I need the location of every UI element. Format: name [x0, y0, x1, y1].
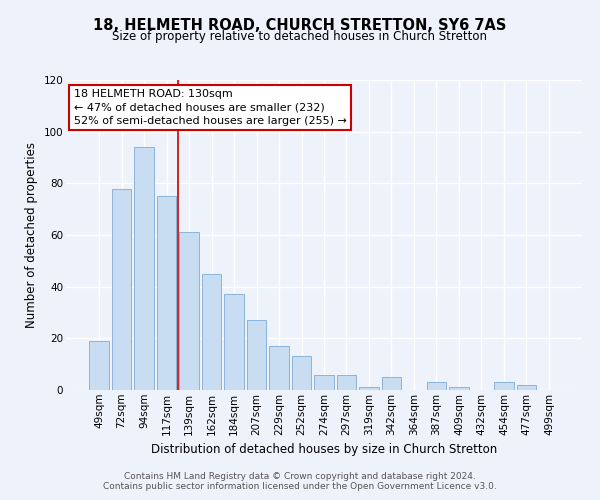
- Bar: [247, 320, 266, 390]
- Bar: [269, 346, 289, 390]
- Bar: [89, 341, 109, 390]
- X-axis label: Distribution of detached houses by size in Church Stretton: Distribution of detached houses by size …: [151, 443, 497, 456]
- Bar: [202, 274, 221, 390]
- Bar: [292, 356, 311, 390]
- Bar: [314, 374, 334, 390]
- Text: Size of property relative to detached houses in Church Stretton: Size of property relative to detached ho…: [113, 30, 487, 43]
- Text: Contains HM Land Registry data © Crown copyright and database right 2024.: Contains HM Land Registry data © Crown c…: [124, 472, 476, 481]
- Bar: [494, 382, 514, 390]
- Bar: [134, 147, 154, 390]
- Bar: [179, 232, 199, 390]
- Text: Contains public sector information licensed under the Open Government Licence v3: Contains public sector information licen…: [103, 482, 497, 491]
- Bar: [224, 294, 244, 390]
- Text: 18 HELMETH ROAD: 130sqm
← 47% of detached houses are smaller (232)
52% of semi-d: 18 HELMETH ROAD: 130sqm ← 47% of detache…: [74, 90, 347, 126]
- Bar: [449, 388, 469, 390]
- Bar: [427, 382, 446, 390]
- Bar: [517, 385, 536, 390]
- Bar: [382, 377, 401, 390]
- Bar: [359, 388, 379, 390]
- Y-axis label: Number of detached properties: Number of detached properties: [25, 142, 38, 328]
- Bar: [337, 374, 356, 390]
- Bar: [157, 196, 176, 390]
- Bar: [112, 188, 131, 390]
- Text: 18, HELMETH ROAD, CHURCH STRETTON, SY6 7AS: 18, HELMETH ROAD, CHURCH STRETTON, SY6 7…: [94, 18, 506, 32]
